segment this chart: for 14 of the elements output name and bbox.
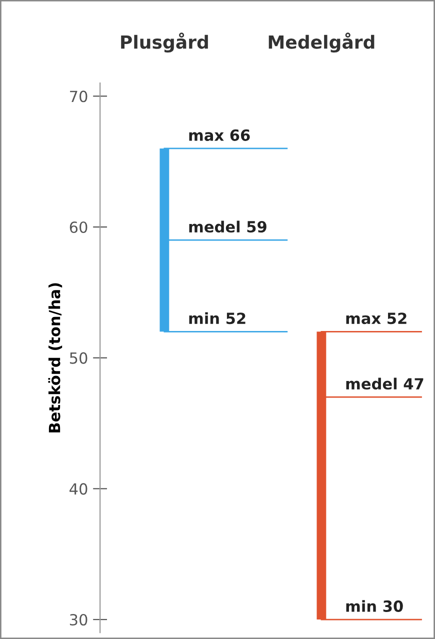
ref-line-label: max 52 <box>346 312 406 324</box>
ref-line-label: min 30 <box>346 600 403 612</box>
ref-line-label: min 52 <box>189 312 246 324</box>
y-tick-label: 30 <box>70 614 88 626</box>
ref-line-label: max 66 <box>189 129 250 141</box>
ref-line-label: medel 59 <box>189 220 266 233</box>
y-axis-title: Betskörd (ton/ha) <box>48 283 62 432</box>
y-tick-label: 60 <box>70 221 88 234</box>
y-tick-label: 50 <box>70 352 88 364</box>
y-tick-label: 70 <box>70 90 88 102</box>
x-tick-label: Medelgård <box>268 32 374 53</box>
y-tick-label: 40 <box>70 483 88 495</box>
x-tick-label: Plusgård <box>121 32 208 53</box>
ref-line-label: medel 47 <box>346 378 424 390</box>
